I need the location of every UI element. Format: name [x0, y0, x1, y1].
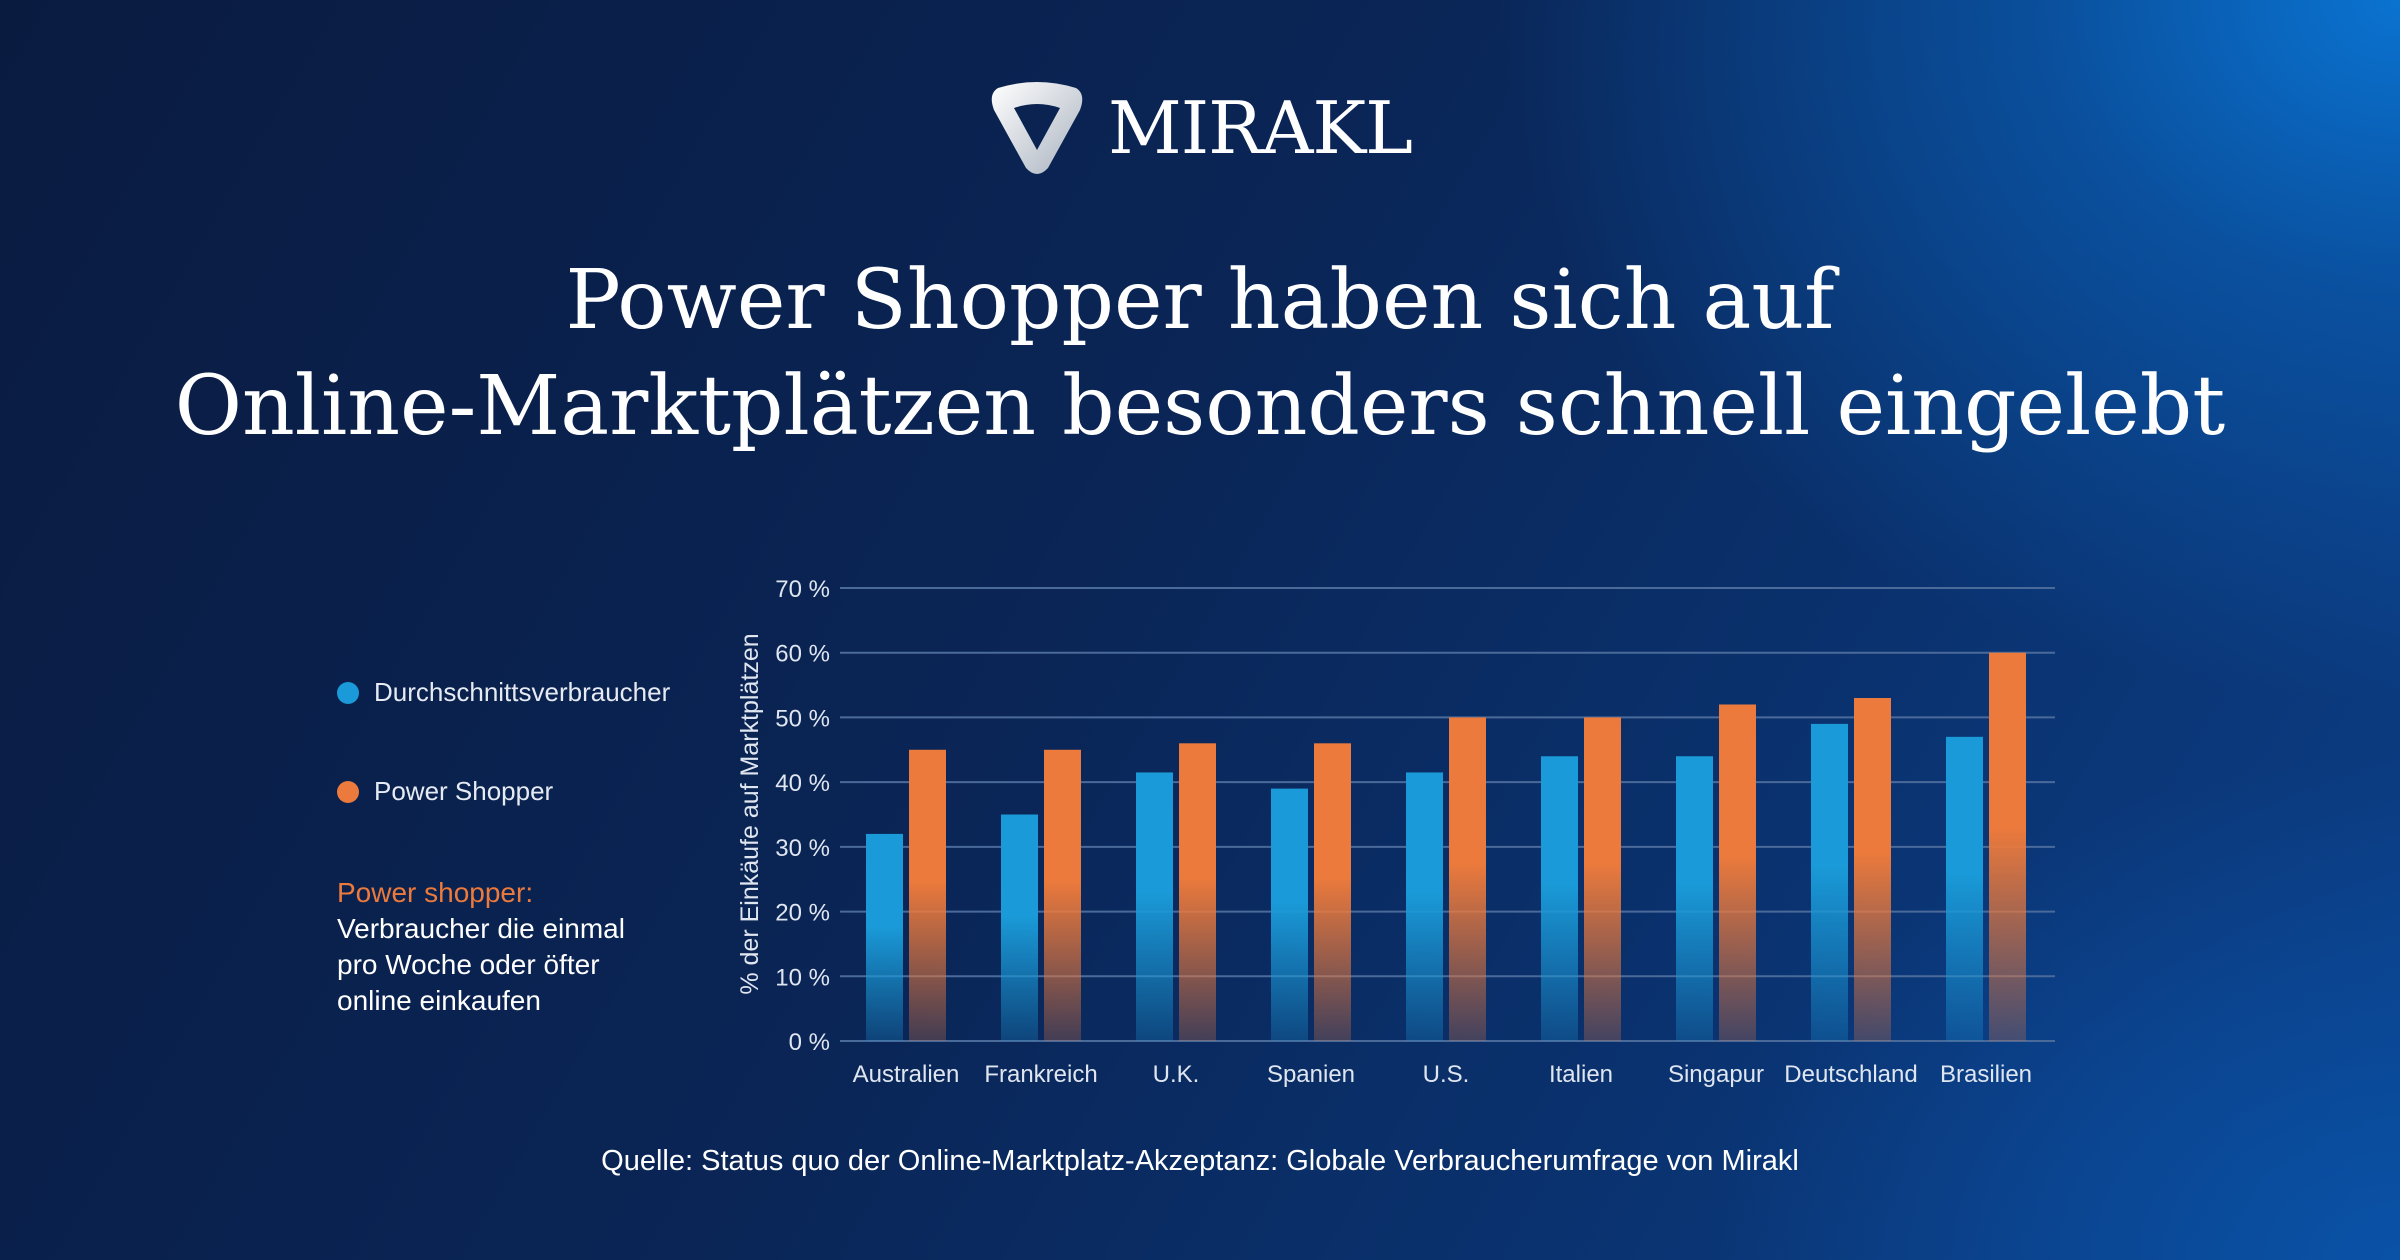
- x-tick-label: Frankreich: [984, 1061, 1097, 1088]
- bar-average: [1811, 723, 1848, 1041]
- logo-text: MIRAKL: [1108, 86, 1413, 170]
- y-tick-label: 0 %: [789, 1029, 830, 1056]
- y-tick-label: 70 %: [775, 576, 830, 603]
- y-tick-label: 40 %: [775, 770, 830, 797]
- bar-average: [1541, 756, 1578, 1041]
- page-title: Power Shopper haben sich auf Online-Mark…: [0, 248, 2400, 460]
- y-tick-label: 50 %: [775, 705, 830, 732]
- bar-average: [1001, 814, 1038, 1041]
- x-tick-label: Spanien: [1267, 1061, 1355, 1088]
- legend-dot-icon: [337, 681, 359, 704]
- legend-item-average: Durchschnittsverbraucher: [337, 677, 670, 708]
- legend-label: Power Shopper: [374, 776, 554, 806]
- mirakl-triangle-logo-icon: [991, 82, 1083, 174]
- bar-power-shopper: [1449, 717, 1486, 1041]
- y-axis-label: % der Einkäufe auf Marktplätzen: [736, 633, 764, 994]
- legend-item-power-shopper: Power Shopper: [337, 776, 553, 807]
- x-tick-label: Brasilien: [1940, 1061, 2032, 1088]
- bar-power-shopper: [1314, 743, 1351, 1041]
- y-tick-label: 20 %: [775, 900, 830, 927]
- title-line-1: Power Shopper haben sich auf: [565, 253, 1835, 348]
- bar-power-shopper: [1989, 652, 2026, 1041]
- mirakl-logo: MIRAKL: [988, 80, 1413, 176]
- x-tick-label: Singapur: [1668, 1061, 1764, 1088]
- bar-average: [866, 833, 903, 1041]
- x-tick-label: U.S.: [1423, 1061, 1470, 1088]
- y-tick-label: 60 %: [775, 641, 830, 668]
- legend-dot-icon: [337, 780, 359, 803]
- title-line-2: Online-Marktplätzen besonders schnell ei…: [174, 359, 2226, 454]
- bar-power-shopper: [1044, 749, 1081, 1041]
- bar-power-shopper: [909, 749, 946, 1041]
- legend-label: Durchschnittsverbraucher: [374, 677, 671, 707]
- bar-average: [1676, 756, 1713, 1041]
- note-line: pro Woche oder öfter: [337, 949, 600, 980]
- bar-average: [1406, 772, 1443, 1041]
- y-tick-label: 10 %: [775, 964, 830, 991]
- bar-average: [1136, 772, 1173, 1041]
- x-tick-label: Deutschland: [1784, 1061, 1917, 1088]
- x-tick-label: Italien: [1549, 1061, 1613, 1088]
- bar-power-shopper: [1179, 743, 1216, 1041]
- note-line: online einkaufen: [337, 985, 541, 1016]
- bar-power-shopper: [1854, 698, 1891, 1041]
- definition-note: Power shopper: Verbraucher die einmal pr…: [337, 875, 625, 1019]
- x-tick-label: U.K.: [1153, 1061, 1200, 1088]
- source-text: Quelle: Status quo der Online-Marktplatz…: [601, 1145, 1799, 1177]
- bar-power-shopper: [1584, 717, 1621, 1041]
- x-tick-label: Australien: [853, 1061, 960, 1088]
- note-heading: Power shopper:: [337, 877, 534, 908]
- bar-power-shopper: [1719, 704, 1756, 1041]
- note-line: Verbraucher die einmal: [337, 913, 625, 944]
- y-tick-label: 30 %: [775, 835, 830, 862]
- bar-average: [1271, 788, 1308, 1041]
- bar-average: [1946, 736, 1983, 1041]
